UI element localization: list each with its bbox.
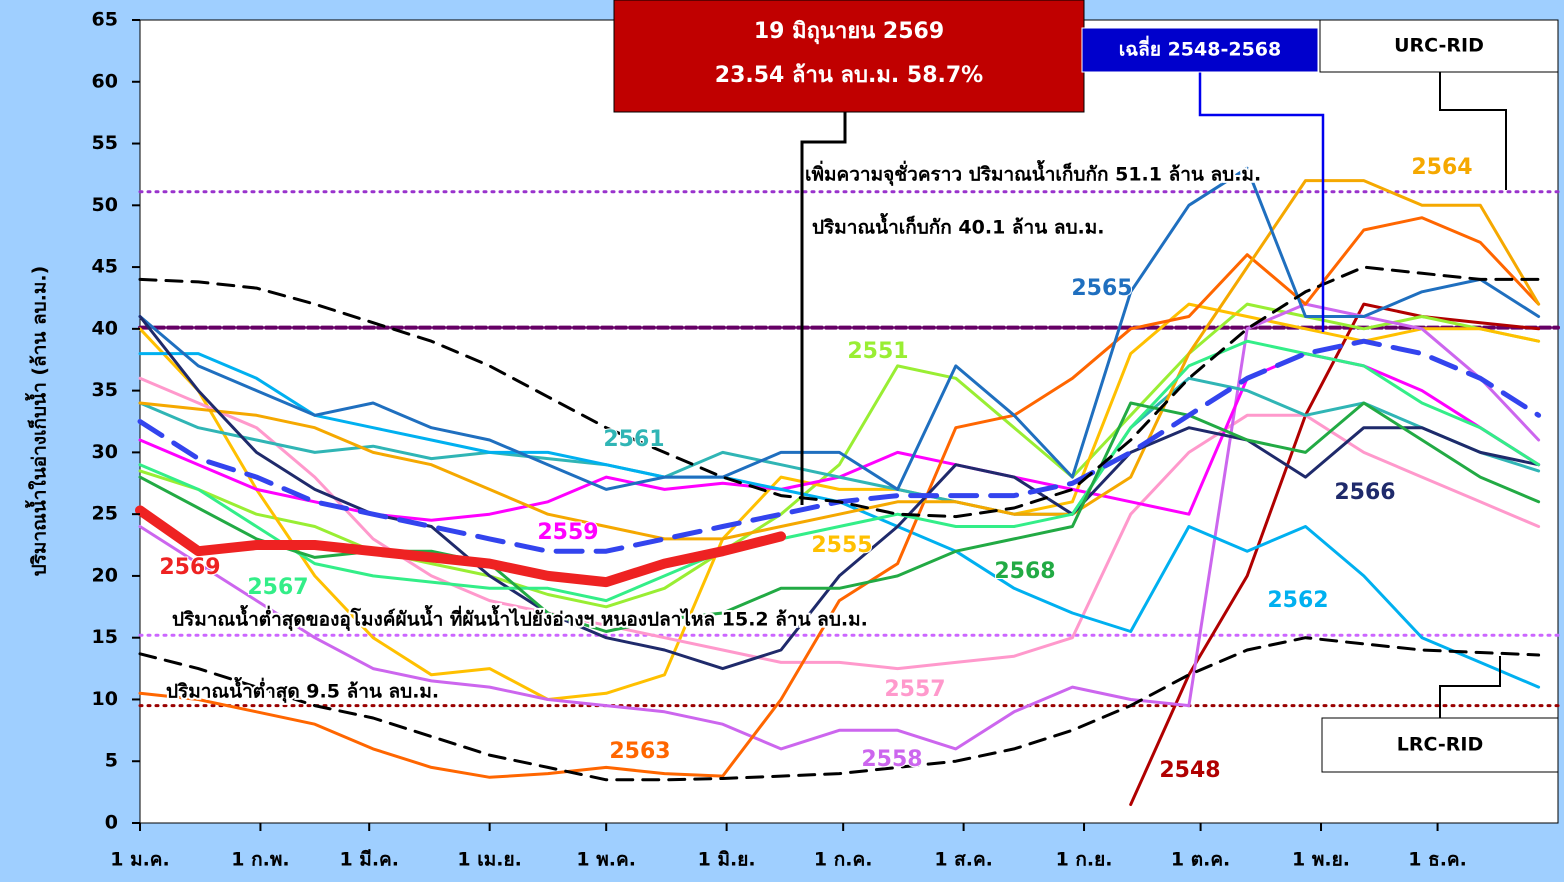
series-label: 2564 — [1411, 155, 1472, 180]
x-tick-label: 1 พ.ค. — [576, 849, 636, 871]
x-tick-label: 1 ส.ค. — [934, 849, 993, 871]
connector — [800, 112, 847, 505]
y-tick-label: 15 — [92, 626, 118, 648]
reference-label: ปริมาณน้ำต่ำสุดของอุโมงค์ผันน้ำ ที่ผันน้… — [172, 605, 868, 632]
x-tick-label: 1 ก.พ. — [231, 849, 289, 871]
x-tick-label: 1 ต.ค. — [1171, 849, 1230, 871]
x-tick-label: 1 มี.ค. — [339, 849, 399, 871]
series-line — [135, 505, 786, 588]
y-tick-label: 55 — [92, 132, 118, 154]
connector — [1439, 72, 1507, 190]
reference-label: เพิ่มความจุชั่วคราว ปริมาณน้ำเก็บกัก 51.… — [805, 160, 1261, 187]
x-tick-label: 1 ม.ค. — [110, 849, 170, 871]
series-label: 2557 — [884, 677, 945, 702]
current-box — [613, 0, 1085, 113]
x-tick-label: 1 ก.ค. — [814, 849, 872, 871]
series-label: 2555 — [811, 533, 872, 558]
y-tick-label: 45 — [92, 256, 118, 278]
lrc-label: LRC-RID — [1397, 734, 1483, 756]
y-tick-label: 20 — [92, 564, 118, 586]
x-tick-label: 1 ก.ย. — [1056, 849, 1113, 871]
series-label: 2565 — [1071, 276, 1132, 301]
current-date: 19 มิถุนายน 2569 — [754, 19, 944, 45]
series-label: 2562 — [1267, 588, 1328, 613]
urc-box — [1319, 19, 1559, 73]
lrc-box — [1321, 717, 1559, 773]
reference-label: ปริมาณน้ำเก็บกัก 40.1 ล้าน ลบ.ม. — [812, 213, 1105, 239]
plot-area — [139, 19, 1559, 824]
y-tick-label: 5 — [105, 750, 118, 772]
series-line — [138, 216, 1541, 779]
series-line — [138, 376, 1541, 516]
reference-label: ปริมาณน้ำต่ำสุด 9.5 ล้าน ลบ.ม. — [166, 677, 439, 704]
urc-label: URC-RID — [1394, 35, 1484, 57]
series-line — [138, 302, 1541, 701]
series-line — [138, 636, 1541, 782]
y-tick-label: 30 — [92, 441, 118, 463]
current-value: 23.54 ล้าน ลบ.ม. 58.7% — [715, 63, 983, 88]
series-label: 2569 — [159, 555, 220, 580]
series-label: 2566 — [1334, 480, 1395, 505]
x-tick-label: 1 พ.ย. — [1292, 849, 1350, 871]
y-tick-label: 25 — [92, 503, 118, 525]
connector — [1439, 656, 1501, 718]
y-tick-label: 60 — [92, 70, 118, 92]
x-tick-label: 1 เม.ย. — [457, 849, 521, 871]
series-label: 2559 — [537, 520, 598, 545]
series-line — [138, 339, 1541, 603]
average-label: เฉลี่ย 2548-2568 — [1119, 36, 1281, 61]
y-axis-label: ปริมาณน้ำในอ่างเก็บน้ำ (ล้าน ลบ.ม.) — [25, 266, 51, 577]
series-label: 2551 — [847, 339, 908, 364]
series-label: 2561 — [603, 427, 664, 452]
series-line — [138, 265, 1541, 519]
y-tick-label: 0 — [105, 812, 118, 834]
series-label: 2568 — [994, 559, 1055, 584]
series-label: 2548 — [1159, 758, 1220, 783]
x-tick-label: 1 ธ.ค. — [1408, 849, 1467, 871]
y-tick-label: 40 — [92, 317, 118, 339]
series-line — [138, 179, 1541, 541]
average-box — [1081, 27, 1319, 73]
series-line — [138, 166, 1541, 491]
y-tick-label: 10 — [92, 688, 118, 710]
series-label: 2563 — [609, 739, 670, 764]
series-label: 2567 — [247, 575, 308, 600]
x-tick-label: 1 มิ.ย. — [698, 849, 756, 871]
y-tick-label: 50 — [92, 194, 118, 216]
series-label: 2558 — [861, 747, 922, 772]
connector — [1198, 72, 1325, 332]
y-tick-label: 35 — [92, 379, 118, 401]
y-tick-label: 65 — [92, 9, 118, 31]
